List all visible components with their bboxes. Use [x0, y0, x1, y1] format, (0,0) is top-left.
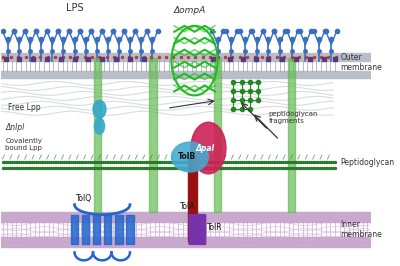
Text: peptidoglycan
fragments: peptidoglycan fragments	[268, 111, 318, 124]
Text: Free Lpp: Free Lpp	[8, 103, 41, 112]
Text: TolR: TolR	[206, 223, 222, 231]
Text: Δnlpl: Δnlpl	[5, 123, 24, 132]
Text: Δpal: Δpal	[196, 144, 215, 153]
Text: Inner
membrane: Inner membrane	[340, 220, 382, 239]
Text: ΔompA: ΔompA	[174, 6, 206, 15]
Text: Outer
membrane: Outer membrane	[340, 53, 382, 72]
Text: TolA: TolA	[180, 202, 195, 211]
Text: TolQ: TolQ	[76, 194, 92, 203]
Text: LPS: LPS	[66, 3, 83, 13]
Ellipse shape	[93, 100, 106, 118]
Text: TolB: TolB	[178, 152, 196, 161]
Ellipse shape	[94, 118, 104, 134]
FancyBboxPatch shape	[189, 215, 206, 244]
Ellipse shape	[172, 142, 208, 172]
Text: Peptidoglycan: Peptidoglycan	[340, 159, 394, 168]
Ellipse shape	[191, 122, 226, 174]
Text: Covalently
bound Lpp: Covalently bound Lpp	[5, 138, 42, 151]
